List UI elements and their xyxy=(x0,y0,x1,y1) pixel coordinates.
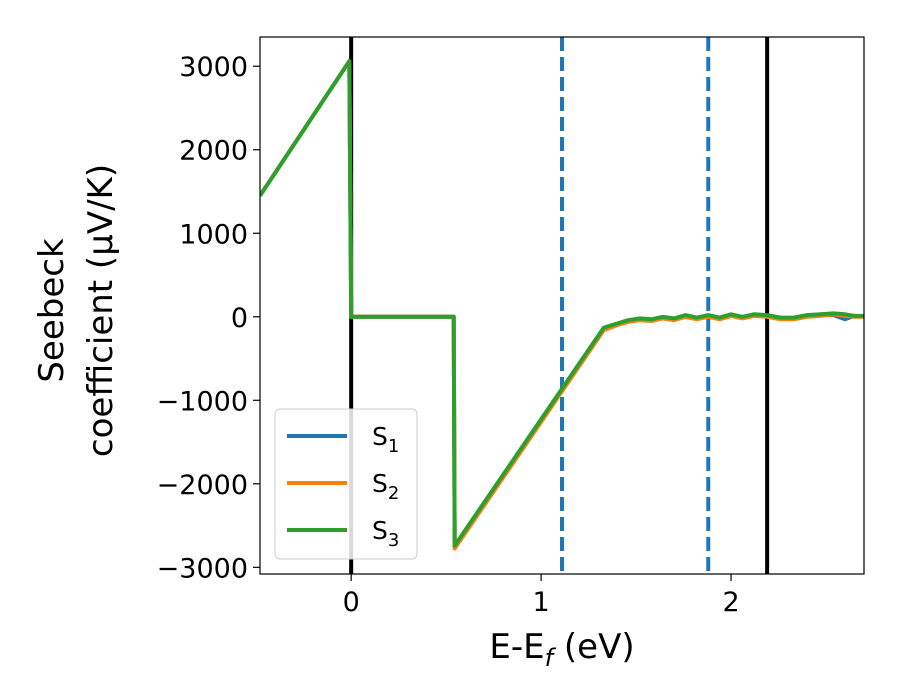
plot-layer xyxy=(260,37,864,574)
y-axis-label-line2: coefficient (μV/K) xyxy=(81,164,121,457)
y-tick-label: −3000 xyxy=(157,553,248,584)
x-tick-label: 2 xyxy=(722,587,739,618)
series-line-s3 xyxy=(260,59,864,548)
legend-label-main: S xyxy=(372,469,388,498)
x-tick-label: 0 xyxy=(343,587,360,618)
y-axis-label: Seebeck coefficient (μV/K) xyxy=(32,164,121,457)
legend-label-subscript: 2 xyxy=(388,483,399,504)
y-axis-label-line1: Seebeck xyxy=(32,238,72,383)
y-tick-label: 3000 xyxy=(179,52,248,83)
x-tick-label: 1 xyxy=(533,587,550,618)
legend-label-s1: S1 xyxy=(372,422,399,457)
axes-frame xyxy=(259,36,865,575)
axes-layer: 0 1 2 3000 2000 1000 0 −1000 −2000 −3000 E-Ef (eV)… xyxy=(32,36,865,672)
y-tick-label: −2000 xyxy=(157,470,248,501)
y-tick-label: 2000 xyxy=(179,136,248,167)
y-tick-label: −1000 xyxy=(157,386,248,417)
legend-label-subscript: 1 xyxy=(388,436,399,457)
x-axis-label-unit: (eV) xyxy=(553,627,635,667)
legend-label-main: S xyxy=(372,516,388,545)
y-tick-label: 0 xyxy=(231,303,248,334)
x-axis-label: E-Ef (eV) xyxy=(489,627,634,672)
plot-area xyxy=(260,37,864,574)
x-axis-label-main: E-E xyxy=(489,627,544,667)
legend-label-s3: S3 xyxy=(372,516,399,551)
legend-label-main: S xyxy=(372,422,388,451)
legend-label-s2: S2 xyxy=(372,469,399,504)
y-tick-label: 1000 xyxy=(179,219,248,250)
legend-label-subscript: 3 xyxy=(388,530,399,551)
